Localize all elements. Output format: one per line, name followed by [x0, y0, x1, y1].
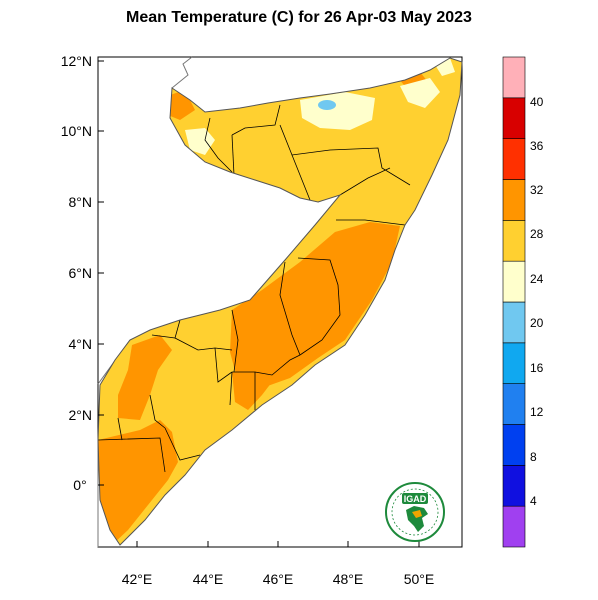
colorbar-swatch — [502, 138, 526, 180]
colorbar-swatch — [502, 424, 526, 466]
igad-logo: IGAD — [385, 482, 445, 542]
zone-20-24-peak — [318, 100, 336, 110]
region-boundaries — [98, 104, 411, 473]
colorbar-label-24: 24 — [530, 272, 544, 286]
colorbar-label-8: 8 — [530, 450, 537, 464]
colorbar-swatch — [502, 97, 526, 139]
colorbar-label-36: 36 — [530, 139, 544, 153]
colorbar-swatch — [502, 179, 526, 221]
lat-label-12n: 12°N — [61, 53, 92, 69]
colorbar-label-12: 12 — [530, 405, 544, 419]
colorbar-swatch — [502, 301, 526, 344]
colorbar-label-40: 40 — [530, 95, 544, 109]
zone-32-36-central — [230, 222, 400, 388]
lat-label-0: 0° — [73, 477, 86, 493]
somalia-coastline — [97, 57, 463, 546]
colorbar: 40 36 32 28 24 20 16 12 8 4 — [502, 56, 544, 548]
lat-label-8n: 8°N — [69, 194, 93, 210]
colorbar-label-20: 20 — [530, 316, 544, 330]
map-title: Mean Temperature (C) for 26 Apr-03 May 2… — [126, 9, 472, 26]
logo-text: IGAD — [404, 494, 427, 504]
lat-label-6n: 6°N — [69, 265, 93, 281]
colorbar-swatches — [502, 56, 526, 548]
colorbar-swatch — [502, 56, 526, 99]
colorbar-label-4: 4 — [530, 494, 537, 508]
colorbar-label-32: 32 — [530, 183, 544, 197]
djibouti-border — [171, 56, 193, 89]
lon-label-42e: 42°E — [122, 571, 153, 587]
lat-label-10n: 10°N — [61, 123, 92, 139]
lon-label-48e: 48°E — [333, 571, 364, 587]
zone-32-36-southwest — [118, 335, 172, 420]
lon-label-44e: 44°E — [193, 571, 224, 587]
zone-24-28-west — [185, 128, 215, 155]
colorbar-swatch — [502, 505, 526, 548]
colorbar-swatch — [502, 465, 526, 507]
colorbar-swatch — [502, 383, 526, 425]
lon-label-50e: 50°E — [404, 571, 435, 587]
map-frame — [97, 56, 463, 548]
zone-32-36-middle — [232, 372, 275, 410]
colorbar-label-28: 28 — [530, 227, 544, 241]
axis-ticks — [98, 60, 420, 547]
lon-label-46e: 46°E — [263, 571, 294, 587]
zone-24-28-east — [400, 78, 440, 108]
lat-label-2n: 2°N — [69, 407, 93, 423]
colorbar-swatch — [502, 342, 526, 384]
colorbar-swatch — [502, 220, 526, 262]
colorbar-swatch — [502, 260, 526, 303]
zone-24-28-highlands — [300, 92, 375, 130]
colorbar-label-16: 16 — [530, 361, 544, 375]
zone-32-36-south — [98, 420, 178, 545]
lat-label-4n: 4°N — [69, 336, 93, 352]
